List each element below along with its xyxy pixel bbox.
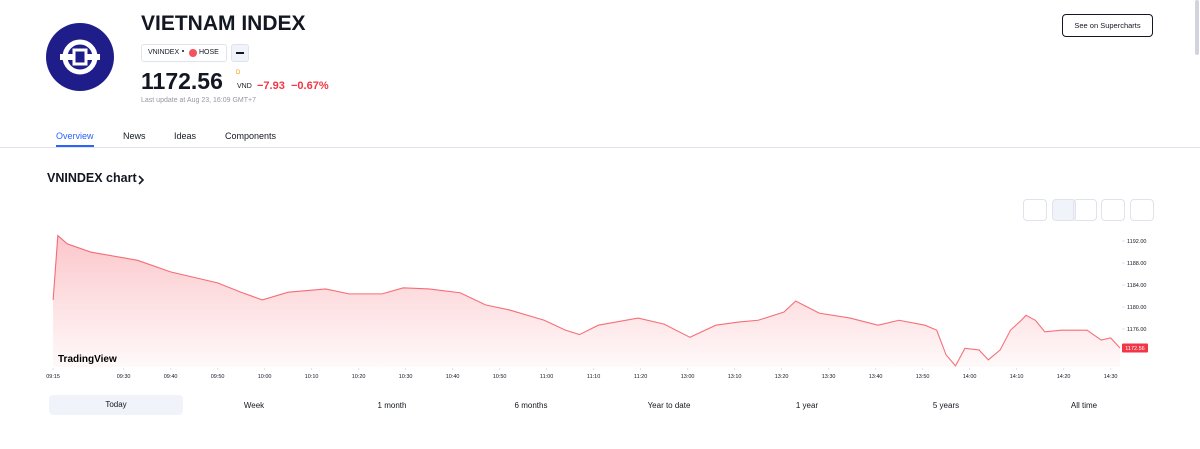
y-tick-label: 1180.00 bbox=[1127, 305, 1146, 311]
x-tick-label: 11:20 bbox=[634, 374, 647, 380]
line bbox=[52, 234, 1121, 367]
scrollbar bbox=[1195, 0, 1199, 55]
embed-button[interactable] bbox=[1023, 199, 1047, 221]
x-tick-label: 13:10 bbox=[728, 374, 742, 380]
x-tick-label: 10:10 bbox=[305, 374, 319, 380]
range-button[interactable]: Week bbox=[243, 401, 265, 410]
price: 1172.56 bbox=[141, 68, 223, 94]
divider bbox=[0, 147, 1200, 148]
x-tick-label: 09:15 bbox=[46, 374, 60, 380]
snapshot-button[interactable] bbox=[1101, 199, 1125, 221]
x-tick-label: 14:30 bbox=[1104, 374, 1118, 380]
symbol: VNINDEX bbox=[148, 49, 180, 56]
tab-underline bbox=[56, 145, 94, 147]
area bbox=[53, 235, 1120, 367]
price-flag: D bbox=[236, 70, 241, 76]
change-percent: −0.67% bbox=[291, 80, 329, 92]
x-tick-label: 09:30 bbox=[117, 374, 131, 380]
x-tick-label: 13:20 bbox=[775, 374, 789, 380]
title: VIETNAM INDEX bbox=[141, 12, 306, 35]
x-tick-label: 09:50 bbox=[211, 374, 225, 380]
y-tick-label: 1188.00 bbox=[1127, 261, 1146, 267]
fullscreen-button[interactable] bbox=[1130, 199, 1154, 221]
range-button[interactable]: Today bbox=[49, 395, 183, 415]
chevron bbox=[138, 175, 145, 185]
x-tick-label: 14:00 bbox=[963, 374, 977, 380]
y-tick-label: 1184.00 bbox=[1127, 283, 1146, 289]
x-tick-label: 10:50 bbox=[493, 374, 507, 380]
x-tick-label: 10:40 bbox=[446, 374, 460, 380]
y-tick-label: 1176.00 bbox=[1127, 327, 1146, 333]
change: −7.93 bbox=[257, 80, 285, 92]
supercharts-button[interactable]: See on Supercharts bbox=[1062, 14, 1153, 37]
range-button[interactable]: 1 month bbox=[377, 401, 407, 410]
x-tick-label: 11:00 bbox=[540, 374, 553, 380]
currency: VND bbox=[237, 83, 252, 90]
x-tick-label: 13:00 bbox=[681, 374, 695, 380]
range-button[interactable]: 5 years bbox=[932, 401, 960, 410]
watermark: TradingView bbox=[58, 354, 117, 365]
symbol-tag: VNINDEX HOSE bbox=[141, 44, 227, 62]
exchange: HOSE bbox=[199, 49, 219, 56]
y-tick-label: 1192.00 bbox=[1127, 239, 1146, 245]
last-value-box bbox=[1122, 343, 1148, 353]
range-button[interactable]: 1 year bbox=[795, 401, 819, 410]
x-tick-label: 13:40 bbox=[869, 374, 883, 380]
tab[interactable]: Overview bbox=[56, 131, 94, 141]
candle-button[interactable] bbox=[1073, 199, 1097, 221]
x-tick-label: 10:00 bbox=[258, 374, 272, 380]
logo bbox=[46, 23, 114, 91]
area-button[interactable] bbox=[1052, 199, 1076, 221]
last-update: Last update at Aug 23, 16:09 GMT+7 bbox=[141, 97, 256, 104]
more-tag[interactable] bbox=[231, 44, 249, 62]
section-title[interactable]: VNINDEX chart bbox=[47, 171, 137, 185]
range-button[interactable]: Year to date bbox=[647, 401, 691, 410]
range-button[interactable]: 6 months bbox=[514, 401, 548, 410]
range-button[interactable]: All time bbox=[1070, 401, 1098, 410]
x-tick-label: 14:20 bbox=[1057, 374, 1071, 380]
tab[interactable]: Ideas bbox=[174, 131, 197, 141]
x-tick-label: 11:10 bbox=[587, 374, 600, 380]
x-tick-label: 13:30 bbox=[822, 374, 836, 380]
x-tick-label: 13:50 bbox=[916, 374, 930, 380]
x-tick-label: 14:10 bbox=[1010, 374, 1024, 380]
x-tick-label: 10:30 bbox=[399, 374, 413, 380]
x-tick-label: 09:40 bbox=[164, 374, 178, 380]
last-value-label: 1172.56 bbox=[1125, 346, 1144, 352]
tab[interactable]: News bbox=[123, 131, 146, 141]
x-tick-label: 10:20 bbox=[352, 374, 366, 380]
tab[interactable]: Components bbox=[225, 131, 277, 141]
